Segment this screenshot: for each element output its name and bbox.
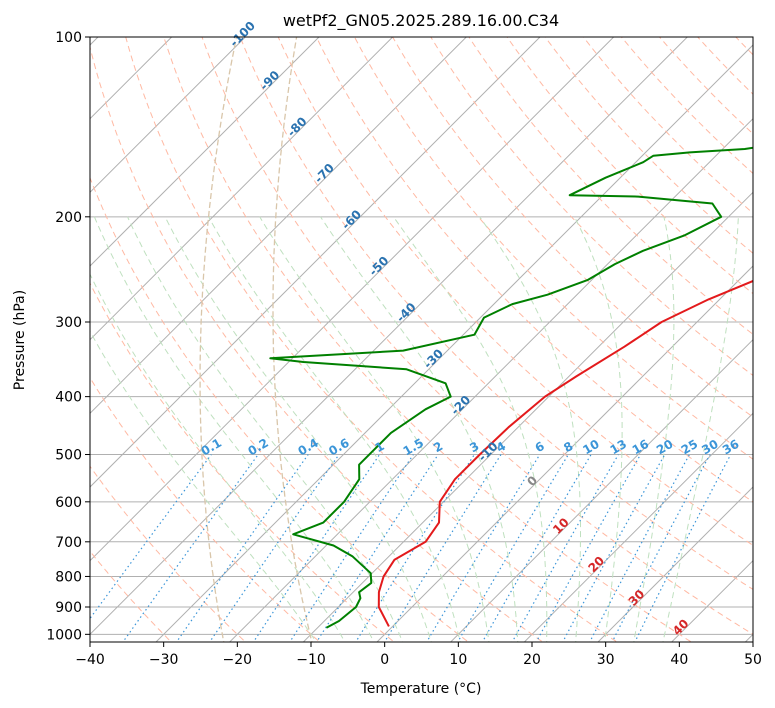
axes: −40 −30 −20 −10 0 10 20 30 40 50 100 200 300 400 500 60… <box>46 30 762 668</box>
plot-frame <box>89 36 754 643</box>
y-tick-label: 800 <box>55 569 82 585</box>
isotherm-line <box>90 37 394 341</box>
data-lines <box>269 146 753 629</box>
y-tick-label: 200 <box>55 210 82 226</box>
mixing-ratio-line <box>611 454 711 642</box>
isotherm-line <box>90 37 247 194</box>
isotherm-line <box>597 486 753 642</box>
mixing-ratio-line <box>90 454 212 620</box>
thermal-curve <box>199 37 238 642</box>
moist-adiabat-line <box>90 273 346 642</box>
thermal-curve <box>272 37 313 642</box>
y-tick-label: 900 <box>55 600 82 616</box>
dewpoint-line <box>269 146 753 629</box>
x-tick-label: −40 <box>75 652 105 668</box>
x-tick-label: −20 <box>223 652 253 668</box>
y-axis-label: Pressure (hPa) <box>12 290 28 390</box>
isotherm-line <box>90 37 541 488</box>
mixing-ratio-line <box>383 454 502 642</box>
mixing-ratio-line <box>634 454 732 642</box>
isotherm-line <box>376 265 753 642</box>
isotherm-line <box>228 117 753 642</box>
y-tick-label: 400 <box>55 390 82 406</box>
x-tick-label: 10 <box>449 652 467 668</box>
x-tick-label: 40 <box>670 652 688 668</box>
moist-adiabat-line <box>90 330 317 642</box>
isotherm-line <box>90 37 615 562</box>
background-lines <box>90 37 753 642</box>
x-tick-label: −30 <box>149 652 179 668</box>
moist-adiabat-line <box>574 216 623 642</box>
moist-adiabat-line <box>93 216 375 642</box>
moist-adiabat-line <box>393 216 548 642</box>
isotherm-line <box>90 37 689 636</box>
mixing-ratio-line <box>426 454 541 642</box>
dry-adiabat-line <box>90 44 544 642</box>
y-tick-label: 500 <box>55 448 82 464</box>
y-tick-label: 600 <box>55 495 82 511</box>
x-tick-label: −10 <box>296 652 326 668</box>
mixing-ratio-line <box>481 454 592 642</box>
chart-title: wetPf2_GN05.2025.289.16.00.C34 <box>283 11 559 31</box>
dry-adiabat-line <box>163 37 693 642</box>
moist-adiabat-line <box>127 216 404 642</box>
mixing-ratio-line <box>175 454 309 642</box>
moist-adiabat-line <box>479 216 581 642</box>
moist-adiabat-line <box>164 216 432 642</box>
x-tick-label: 30 <box>597 652 615 668</box>
mixing-ratio-line <box>355 454 475 642</box>
isotherm-line <box>449 338 753 642</box>
mixing-ratio-line <box>289 454 414 642</box>
dry-adiabat-line <box>315 37 753 503</box>
mixing-ratio-line <box>252 454 381 642</box>
dry-adiabat-line <box>277 37 753 546</box>
moist-adiabat-line <box>208 216 461 642</box>
dry-adiabat-line <box>90 176 470 642</box>
x-tick-label: 20 <box>523 652 541 668</box>
y-tick-label: 300 <box>55 315 82 331</box>
dry-adiabat-line <box>125 37 618 642</box>
isotherm-line <box>523 412 753 642</box>
moist-adiabat-line <box>320 216 519 642</box>
mixing-ratio-line <box>511 454 619 642</box>
y-tick-label: 700 <box>55 535 82 551</box>
y-tick-label: 1000 <box>46 627 82 643</box>
mixing-ratio-line <box>457 454 569 642</box>
x-axis-label: Temperature (°C) <box>360 681 482 697</box>
isotherm-line <box>90 37 468 415</box>
isotherm-line <box>155 44 753 642</box>
y-tick-label: 100 <box>55 30 82 46</box>
x-tick-label: 0 <box>380 652 389 668</box>
isotherm-line <box>90 37 320 267</box>
isotherm-line <box>302 191 753 642</box>
dry-adiabat-line <box>430 37 753 377</box>
dry-adiabat-line <box>90 465 247 642</box>
moist-adiabat-line <box>259 216 490 642</box>
dry-adiabat-line <box>239 37 753 591</box>
mixing-ratio-line <box>208 454 340 642</box>
temperature-line <box>377 279 753 627</box>
dry-adiabat-line <box>201 37 753 635</box>
dry-adiabat-line <box>353 37 753 460</box>
mixing-ratio-line <box>315 454 439 642</box>
moist-adiabat-line <box>633 216 675 642</box>
x-tick-label: 50 <box>744 652 762 668</box>
dry-adiabat-line <box>392 37 753 418</box>
